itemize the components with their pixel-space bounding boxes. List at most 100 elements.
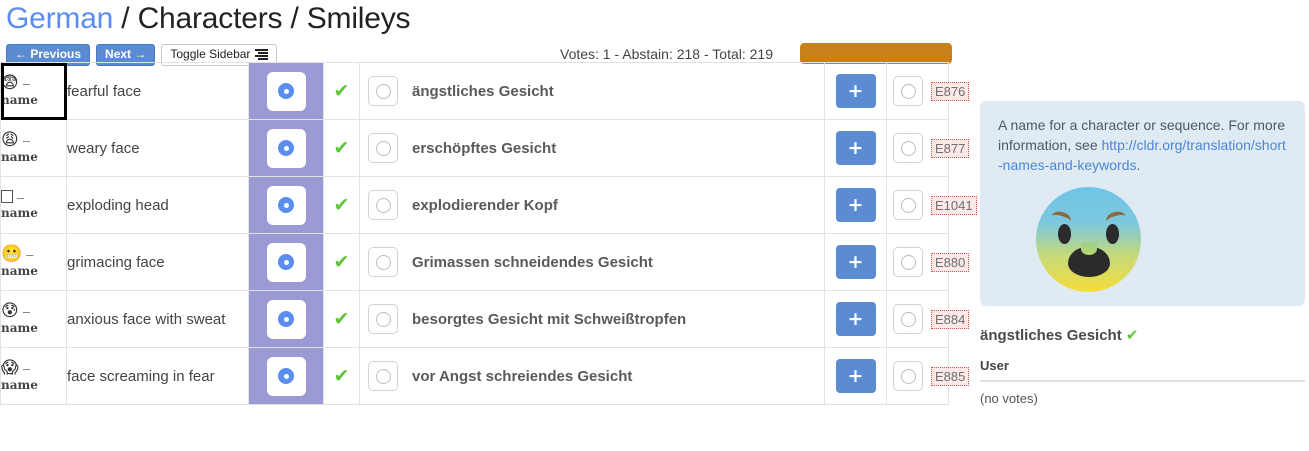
add-translation-cell[interactable]: +	[824, 347, 887, 405]
translation-cell[interactable]: besorgtes Gesicht mit Schweißtropfen	[359, 290, 825, 348]
toggle-sidebar-button[interactable]: Toggle Sidebar	[161, 44, 278, 66]
next-button[interactable]: Next →	[96, 44, 156, 66]
votes-table: 😨 – name fearful face ✔ ängstliches Gesicht + E…	[0, 62, 977, 405]
current-vote-cell[interactable]	[248, 62, 324, 120]
current-vote-cell[interactable]	[248, 119, 324, 177]
emoji-glyph-icon: 😩	[1, 130, 19, 150]
translation-cell[interactable]: Grimassen schneidendes Gesicht	[359, 233, 825, 291]
emoji-name-label: name	[1, 150, 38, 164]
translation-cell[interactable]: ängstliches Gesicht	[359, 62, 825, 120]
emoji-name-cell[interactable]: 😬 – name	[0, 233, 67, 291]
breadcrumb-section: Characters	[137, 2, 283, 35]
english-name-cell: anxious face with sweat	[66, 290, 249, 348]
current-vote-radio[interactable]	[266, 185, 306, 225]
code-cell[interactable]: E877	[886, 119, 970, 177]
emoji-dash: –	[22, 76, 30, 91]
emoji-dash: –	[22, 304, 30, 319]
emoji-glyph-icon: 😱	[1, 358, 19, 378]
add-translation-cell[interactable]: +	[824, 233, 887, 291]
status-check-cell: ✔	[323, 347, 360, 405]
english-name-cell: face screaming in fear	[66, 347, 249, 405]
votes-detail-header: User	[980, 358, 1305, 382]
status-check-cell: ✔	[323, 119, 360, 177]
translation-cell[interactable]: vor Angst schreiendes Gesicht	[359, 347, 825, 405]
emoji-dash: –	[26, 247, 34, 262]
current-vote-radio[interactable]	[266, 299, 306, 339]
add-translation-cell[interactable]: +	[824, 290, 887, 348]
translation-vote-radio[interactable]	[368, 133, 398, 163]
emoji-name-cell[interactable]: – name	[0, 176, 67, 234]
table-row: 😱 – name face screaming in fear ✔ vor Angst s…	[0, 347, 970, 405]
emoji-glyph-icon: 😨	[1, 73, 19, 93]
votes-detail-empty: (no votes)	[980, 391, 1038, 406]
code-cell[interactable]: E876	[886, 62, 970, 120]
code-tag: E876	[931, 81, 970, 101]
emoji-dash: –	[22, 133, 30, 148]
translation-vote-radio[interactable]	[368, 190, 398, 220]
add-translation-button[interactable]: +	[835, 74, 876, 108]
emoji-glyph-icon: 😰	[1, 301, 19, 321]
translation-text: besorgtes Gesicht mit Schweißtropfen	[412, 310, 687, 328]
current-vote-cell[interactable]	[248, 233, 324, 291]
status-check-cell: ✔	[323, 290, 360, 348]
completion-progress-fill	[800, 43, 952, 64]
current-vote-cell[interactable]	[248, 176, 324, 234]
breadcrumb-separator-2: /	[282, 2, 307, 35]
breadcrumb-subsection: Smileys	[306, 2, 411, 35]
add-translation-cell[interactable]: +	[824, 119, 887, 177]
add-translation-button[interactable]: +	[835, 188, 876, 222]
emoji-name-cell[interactable]: 😰 – name	[0, 290, 67, 348]
emoji-name-label: name	[1, 378, 38, 392]
code-vote-radio[interactable]	[893, 76, 923, 106]
translation-cell[interactable]: erschöpftes Gesicht	[359, 119, 825, 177]
code-vote-radio[interactable]	[893, 361, 923, 391]
code-tag: E1041	[931, 195, 977, 215]
current-vote-radio[interactable]	[266, 71, 306, 111]
page-title: German / Characters / Smileys	[6, 2, 411, 36]
english-name-cell: fearful face	[66, 62, 249, 120]
translation-vote-radio[interactable]	[368, 247, 398, 277]
code-cell[interactable]: E885	[886, 347, 970, 405]
code-cell[interactable]: E880	[886, 233, 970, 291]
toolbar: ← Previous Next → Toggle Sidebar	[6, 44, 278, 66]
approved-check-icon: ✔	[1125, 326, 1139, 344]
info-sidebar: A name for a character or sequence. For …	[980, 62, 1305, 406]
code-vote-radio[interactable]	[893, 247, 923, 277]
breadcrumb-language[interactable]: German	[6, 2, 114, 35]
table-row: 😬 – name grimacing face ✔ Grimassen schneiden…	[0, 233, 970, 291]
add-translation-cell[interactable]: +	[824, 62, 887, 120]
emoji-name-cell[interactable]: 😩 – name	[0, 119, 67, 177]
add-translation-button[interactable]: +	[835, 302, 876, 336]
add-translation-cell[interactable]: +	[824, 176, 887, 234]
current-vote-radio[interactable]	[266, 242, 306, 282]
toggle-sidebar-label: Toggle Sidebar	[170, 47, 251, 61]
translation-text: erschöpftes Gesicht	[412, 139, 557, 157]
current-vote-radio[interactable]	[266, 128, 306, 168]
english-name-cell: grimacing face	[66, 233, 249, 291]
info-description-end: .	[1136, 157, 1141, 173]
status-check-cell: ✔	[323, 176, 360, 234]
emoji-name-label: name	[1, 93, 38, 107]
translation-vote-radio[interactable]	[368, 76, 398, 106]
current-vote-radio[interactable]	[266, 356, 306, 396]
add-translation-button[interactable]: +	[835, 245, 876, 279]
code-cell[interactable]: E884	[886, 290, 970, 348]
info-link[interactable]: http://cldr.org/translation/short-names-…	[998, 137, 1286, 173]
emoji-name-cell[interactable]: 😨 – name	[0, 62, 67, 120]
code-vote-radio[interactable]	[893, 133, 923, 163]
add-translation-button[interactable]: +	[835, 131, 876, 165]
translation-vote-radio[interactable]	[368, 304, 398, 334]
emoji-name-cell[interactable]: 😱 – name	[0, 347, 67, 405]
code-cell[interactable]: E1041	[886, 176, 977, 234]
emoji-glyph-icon: 😬	[1, 244, 23, 264]
code-vote-radio[interactable]	[893, 304, 923, 334]
translation-text: explodierender Kopf	[412, 196, 558, 214]
current-vote-cell[interactable]	[248, 347, 324, 405]
translation-vote-radio[interactable]	[368, 361, 398, 391]
votes-summary: Votes: 1 - Abstain: 218 - Total: 219	[560, 46, 773, 62]
info-panel: A name for a character or sequence. For …	[980, 101, 1305, 306]
current-vote-cell[interactable]	[248, 290, 324, 348]
code-vote-radio[interactable]	[893, 190, 923, 220]
add-translation-button[interactable]: +	[835, 359, 876, 393]
translation-cell[interactable]: explodierender Kopf	[359, 176, 825, 234]
